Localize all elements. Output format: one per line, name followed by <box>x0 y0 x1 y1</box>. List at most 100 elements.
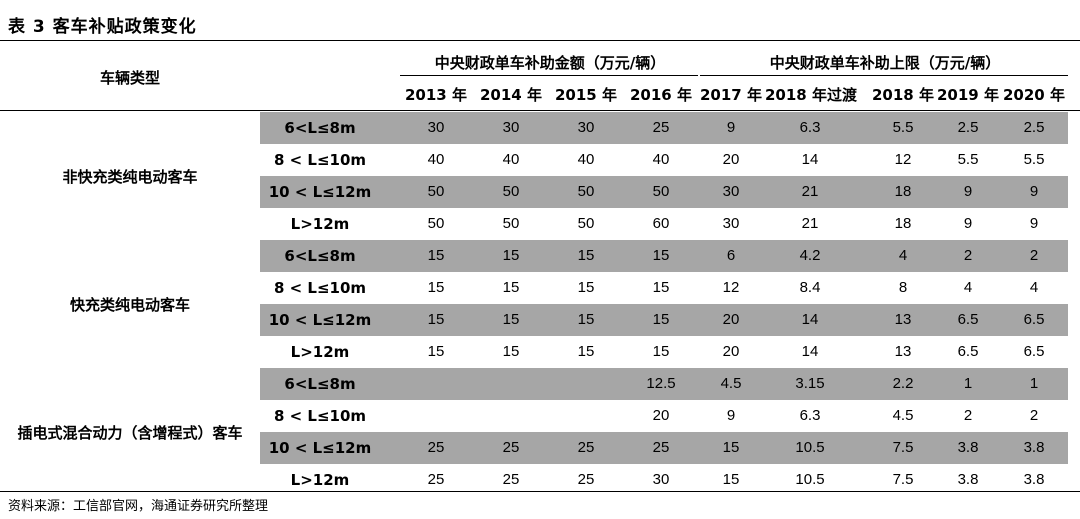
table-cell: 9 <box>1029 215 1039 232</box>
table-cell: 8 <box>898 279 908 296</box>
table-cell: 30 <box>502 119 520 136</box>
table-cell: 20 <box>722 311 740 328</box>
table-cell: 50 <box>502 215 520 232</box>
table-cell: 50 <box>427 215 445 232</box>
table-cell: 15 <box>502 279 520 296</box>
table-cell: 2 <box>1029 407 1039 424</box>
table-cell: 6 <box>726 247 736 264</box>
year-header: 2013 年 <box>405 86 467 104</box>
table-cell: 25 <box>577 439 595 456</box>
vehicle-type-header: 车辆类型 <box>99 69 160 87</box>
subsidy-amount-header: 中央财政单车补助金额（万元/辆） <box>434 54 666 72</box>
table-cell: 15 <box>652 311 670 328</box>
table-row <box>260 176 1068 208</box>
table-cell: 9 <box>963 183 973 200</box>
table-cell: 3.8 <box>957 471 979 488</box>
length-label: 6<L≤8m <box>284 375 356 393</box>
table-title: 表 3 客车补贴政策变化 <box>8 17 197 37</box>
length-label: 10 < L≤12m <box>268 183 372 201</box>
table-cell: 40 <box>577 151 595 168</box>
table-cell: 5.5 <box>957 151 979 168</box>
table-cell: 3.8 <box>1023 439 1045 456</box>
length-label: L>12m <box>290 471 350 489</box>
table-cell: 4.5 <box>892 407 914 424</box>
year-header: 2019 年 <box>937 86 999 104</box>
table-cell <box>399 400 473 432</box>
year-header: 2020 年 <box>1003 86 1065 104</box>
group2-underline <box>700 75 1068 76</box>
table-cell: 30 <box>577 119 595 136</box>
table-cell: 40 <box>652 151 670 168</box>
table-cell: 30 <box>722 183 740 200</box>
table-cell: 1 <box>963 375 973 392</box>
table-cell: 25 <box>502 471 520 488</box>
table-cell: 15 <box>722 439 740 456</box>
year-header: 2015 年 <box>555 86 617 104</box>
table-cell: 4 <box>1029 279 1039 296</box>
table-cell: 15 <box>427 247 445 264</box>
table-cell: 18 <box>894 215 912 232</box>
table-cell: 12 <box>894 151 912 168</box>
table-cell: 14 <box>801 151 819 168</box>
table-cell <box>474 400 548 432</box>
table-cell: 15 <box>577 247 595 264</box>
table-cell: 13 <box>894 311 912 328</box>
table-cell: 15 <box>577 311 595 328</box>
table-cell: 4.5 <box>720 375 742 392</box>
table-cell: 6.5 <box>957 343 979 360</box>
table-cell: 10.5 <box>795 439 825 456</box>
table-row <box>260 304 1068 336</box>
table-cell: 9 <box>963 215 973 232</box>
table-cell <box>549 368 623 400</box>
table-cell: 2.5 <box>1023 119 1045 136</box>
table-cell: 3.15 <box>795 375 825 392</box>
table-cell: 50 <box>652 183 670 200</box>
table-cell: 18 <box>894 183 912 200</box>
table-cell: 14 <box>801 311 819 328</box>
length-label: 8 < L≤10m <box>273 407 367 425</box>
category-label: 快充类纯电动客车 <box>69 296 190 314</box>
table-cell: 5.5 <box>892 119 914 136</box>
year-header: 2018 年 <box>872 86 934 104</box>
table-row <box>260 432 1068 464</box>
table-cell: 7.5 <box>892 471 914 488</box>
table-cell: 3.8 <box>1023 471 1045 488</box>
table-cell: 21 <box>801 215 819 232</box>
table-cell <box>399 368 473 400</box>
table-cell <box>549 400 623 432</box>
table-cell: 50 <box>577 183 595 200</box>
table-cell: 6.5 <box>957 311 979 328</box>
table-cell: 60 <box>652 215 670 232</box>
table-cell: 50 <box>577 215 595 232</box>
table-cell: 3.8 <box>957 439 979 456</box>
table-cell: 40 <box>427 151 445 168</box>
table-cell: 9 <box>726 407 736 424</box>
table-row <box>260 240 1068 272</box>
table-cell: 25 <box>427 471 445 488</box>
table-cell: 6.3 <box>799 407 821 424</box>
table-cell: 30 <box>427 119 445 136</box>
category-label: 插电式混合动力（含增程式）客车 <box>17 424 243 442</box>
table-cell: 30 <box>722 215 740 232</box>
table-cell: 15 <box>577 343 595 360</box>
table-cell: 21 <box>801 183 819 200</box>
length-label: 10 < L≤12m <box>268 311 372 329</box>
table-cell: 25 <box>652 439 670 456</box>
table-cell: 14 <box>801 343 819 360</box>
table-cell <box>474 368 548 400</box>
header-rule <box>0 110 1080 111</box>
table-cell: 5.5 <box>1023 151 1045 168</box>
table-cell: 13 <box>894 343 912 360</box>
group1-underline <box>400 75 698 76</box>
source-note: 资料来源：工信部官网，海通证券研究所整理 <box>8 499 269 514</box>
table-cell: 15 <box>652 279 670 296</box>
length-label: 6<L≤8m <box>284 247 356 265</box>
length-label: 10 < L≤12m <box>268 439 372 457</box>
table-cell: 9 <box>726 119 736 136</box>
table-cell: 6.5 <box>1023 343 1045 360</box>
table-cell: 25 <box>577 471 595 488</box>
table-cell: 15 <box>577 279 595 296</box>
table-cell: 4 <box>898 247 908 264</box>
table-cell: 40 <box>502 151 520 168</box>
category-label: 非快充类纯电动客车 <box>62 168 198 186</box>
